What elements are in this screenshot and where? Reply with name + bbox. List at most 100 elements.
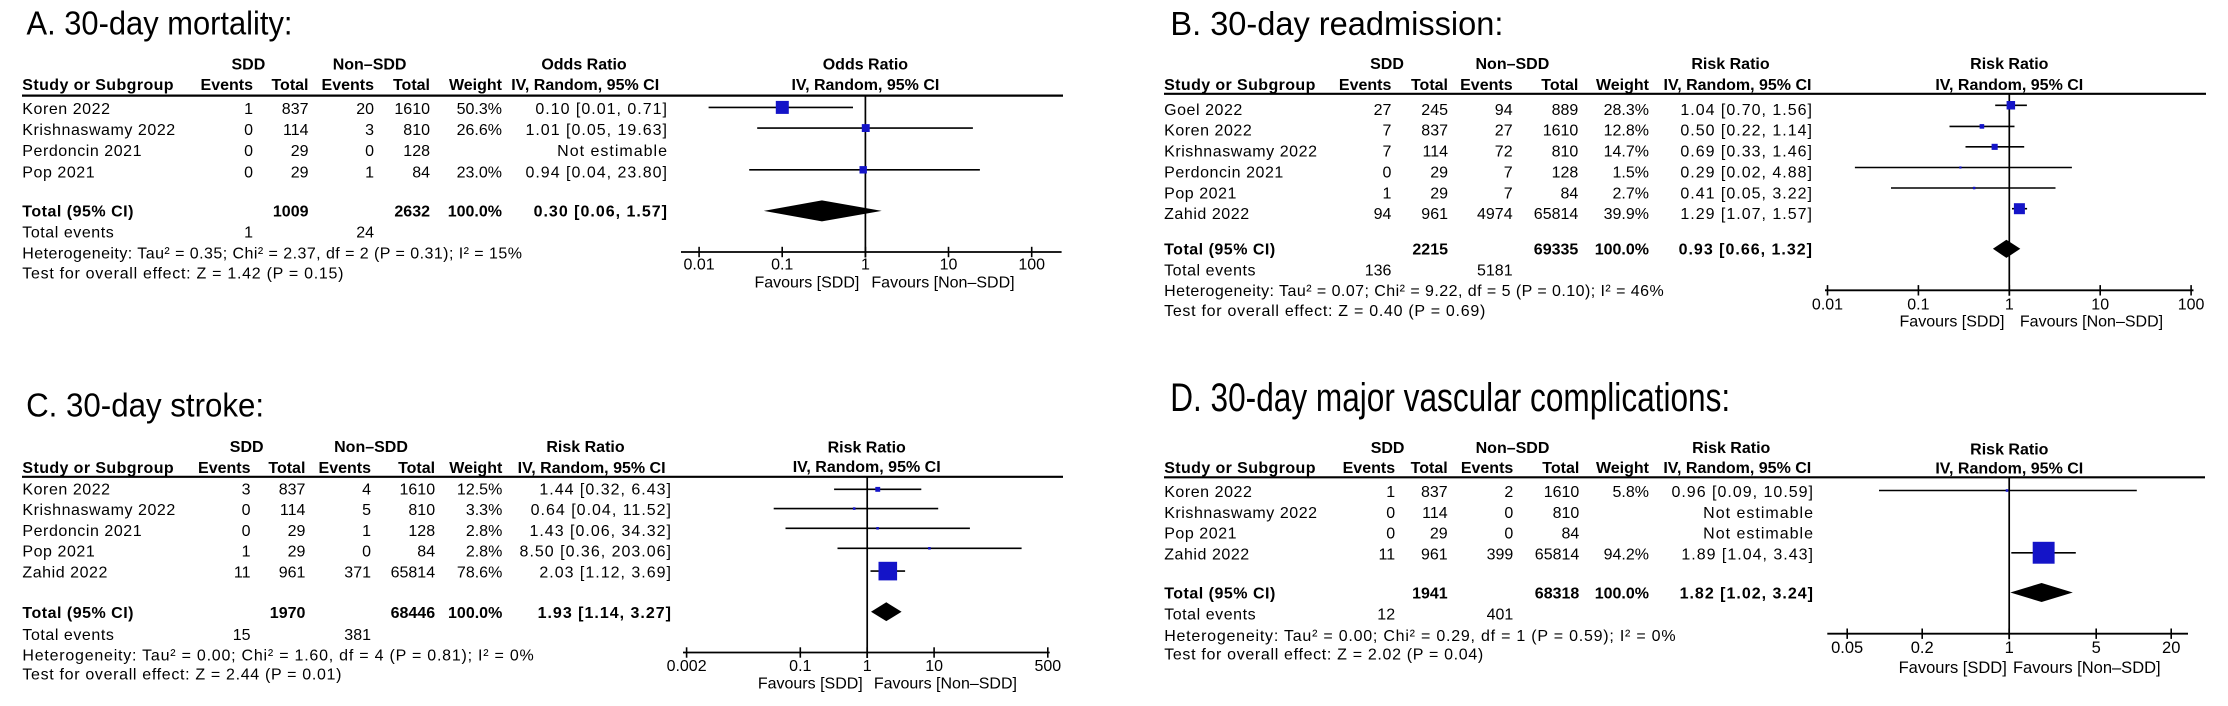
svg-text:961: 961 bbox=[279, 564, 306, 581]
svg-text:Total: Total bbox=[393, 77, 430, 94]
svg-text:Events: Events bbox=[1461, 460, 1514, 477]
svg-text:Events: Events bbox=[1339, 77, 1392, 94]
svg-text:1610: 1610 bbox=[1544, 484, 1580, 501]
svg-text:0: 0 bbox=[242, 523, 251, 540]
svg-text:11: 11 bbox=[1378, 546, 1395, 563]
svg-text:100.0%: 100.0% bbox=[448, 605, 502, 622]
svg-text:Heterogeneity: Tau² = 0.07; Ch: Heterogeneity: Tau² = 0.07; Chi² = 9.22,… bbox=[1164, 283, 1664, 300]
svg-text:7: 7 bbox=[1504, 185, 1513, 202]
svg-text:Krishnaswamy 2022: Krishnaswamy 2022 bbox=[1164, 505, 1317, 522]
svg-text:Total events: Total events bbox=[1164, 263, 1256, 280]
svg-text:100.0%: 100.0% bbox=[448, 204, 502, 221]
svg-text:2.7%: 2.7% bbox=[1613, 185, 1649, 202]
svg-text:1.5%: 1.5% bbox=[1613, 165, 1649, 182]
svg-text:Events: Events bbox=[198, 460, 251, 477]
svg-text:Pop 2021: Pop 2021 bbox=[1164, 185, 1237, 202]
svg-text:1: 1 bbox=[244, 101, 253, 118]
svg-text:14.7%: 14.7% bbox=[1604, 144, 1649, 161]
svg-text:15: 15 bbox=[233, 627, 251, 644]
svg-text:2.8%: 2.8% bbox=[466, 523, 502, 540]
svg-text:0.10 [0.01, 0.71]: 0.10 [0.01, 0.71] bbox=[535, 101, 668, 118]
svg-text:Test for overall effect: Z = 0: Test for overall effect: Z = 0.40 (P = 0… bbox=[1164, 303, 1486, 320]
svg-text:Risk Ratio: Risk Ratio bbox=[546, 439, 624, 456]
svg-text:0.30 [0.06, 1.57]: 0.30 [0.06, 1.57] bbox=[534, 204, 668, 221]
svg-text:0: 0 bbox=[1386, 526, 1395, 543]
svg-text:0.94 [0.04, 23.80]: 0.94 [0.04, 23.80] bbox=[525, 164, 668, 181]
svg-text:Heterogeneity: Tau² = 0.00; Ch: Heterogeneity: Tau² = 0.00; Chi² = 1.60,… bbox=[22, 647, 534, 664]
svg-text:5: 5 bbox=[2092, 639, 2101, 657]
svg-text:IV, Random, 95% CI: IV, Random, 95% CI bbox=[1663, 460, 1811, 477]
svg-text:Total: Total bbox=[1542, 460, 1579, 477]
svg-text:27: 27 bbox=[1374, 102, 1392, 119]
svg-text:29: 29 bbox=[1430, 165, 1448, 182]
svg-text:Zahid 2022: Zahid 2022 bbox=[1164, 206, 1250, 223]
svg-text:Test for overall effect: Z = 1: Test for overall effect: Z = 1.42 (P = 0… bbox=[22, 265, 344, 282]
svg-text:Zahid 2022: Zahid 2022 bbox=[22, 564, 108, 581]
svg-text:114: 114 bbox=[1422, 505, 1448, 522]
svg-text:5181: 5181 bbox=[1477, 263, 1513, 280]
svg-text:Odds Ratio: Odds Ratio bbox=[823, 56, 909, 73]
svg-text:381: 381 bbox=[344, 627, 371, 644]
svg-text:Perdoncin 2021: Perdoncin 2021 bbox=[1164, 165, 1284, 182]
svg-text:10: 10 bbox=[925, 658, 943, 675]
svg-text:1: 1 bbox=[362, 523, 371, 540]
svg-text:29: 29 bbox=[291, 143, 309, 160]
svg-text:2632: 2632 bbox=[394, 204, 430, 221]
svg-text:0: 0 bbox=[242, 502, 251, 519]
svg-text:128: 128 bbox=[1552, 165, 1579, 182]
svg-text:69335: 69335 bbox=[1534, 242, 1579, 259]
svg-text:2215: 2215 bbox=[1412, 242, 1448, 259]
svg-text:100: 100 bbox=[1018, 257, 1045, 274]
svg-text:Events: Events bbox=[322, 77, 375, 94]
svg-text:72: 72 bbox=[1495, 144, 1513, 161]
svg-text:B. 30-day readmission:: B. 30-day readmission: bbox=[1170, 5, 1503, 42]
svg-text:65814: 65814 bbox=[1534, 206, 1579, 223]
svg-text:1: 1 bbox=[242, 544, 251, 561]
svg-text:IV, Random, 95% CI: IV, Random, 95% CI bbox=[518, 460, 666, 477]
svg-text:Not estimable: Not estimable bbox=[1703, 526, 1814, 543]
svg-text:1.04 [0.70, 1.56]: 1.04 [0.70, 1.56] bbox=[1680, 102, 1813, 119]
svg-text:0: 0 bbox=[1504, 505, 1513, 522]
svg-text:12.8%: 12.8% bbox=[1604, 123, 1649, 140]
svg-text:0.96 [0.09, 10.59]: 0.96 [0.09, 10.59] bbox=[1671, 484, 1814, 501]
svg-text:1.82 [1.02, 3.24]: 1.82 [1.02, 3.24] bbox=[1680, 585, 1814, 602]
svg-text:68446: 68446 bbox=[391, 605, 436, 622]
svg-text:94: 94 bbox=[1374, 206, 1392, 223]
svg-text:A. 30-day mortality:: A. 30-day mortality: bbox=[27, 5, 293, 42]
svg-text:D. 30-day major vascular compl: D. 30-day major vascular complications: bbox=[1170, 376, 1730, 420]
svg-text:Risk Ratio: Risk Ratio bbox=[1970, 441, 2048, 458]
svg-text:Study or Subgroup: Study or Subgroup bbox=[1164, 460, 1316, 477]
svg-text:0: 0 bbox=[1382, 165, 1391, 182]
svg-text:Non–SDD: Non–SDD bbox=[1476, 56, 1550, 73]
svg-text:Non–SDD: Non–SDD bbox=[334, 439, 408, 456]
svg-text:12: 12 bbox=[1377, 607, 1395, 624]
svg-text:0.29 [0.02, 4.88]: 0.29 [0.02, 4.88] bbox=[1680, 165, 1813, 182]
svg-text:837: 837 bbox=[1421, 123, 1448, 140]
svg-text:84: 84 bbox=[417, 544, 435, 561]
svg-text:0.50 [0.22, 1.14]: 0.50 [0.22, 1.14] bbox=[1680, 123, 1813, 140]
svg-text:961: 961 bbox=[1421, 206, 1448, 223]
svg-text:84: 84 bbox=[412, 164, 430, 181]
svg-text:Study or Subgroup: Study or Subgroup bbox=[1164, 77, 1316, 94]
svg-text:SDD: SDD bbox=[230, 439, 264, 456]
svg-text:Koren 2022: Koren 2022 bbox=[1164, 123, 1252, 140]
svg-text:0.93 [0.66, 1.32]: 0.93 [0.66, 1.32] bbox=[1679, 242, 1813, 259]
svg-text:IV, Random, 95% CI: IV, Random, 95% CI bbox=[791, 77, 939, 94]
svg-text:500: 500 bbox=[1034, 658, 1061, 675]
svg-text:20: 20 bbox=[356, 101, 374, 118]
svg-text:Favours [SDD]: Favours [SDD] bbox=[1899, 659, 2007, 677]
svg-text:SDD: SDD bbox=[1371, 440, 1405, 457]
svg-text:29: 29 bbox=[1430, 526, 1448, 543]
svg-text:1970: 1970 bbox=[270, 605, 306, 622]
svg-text:Heterogeneity: Tau² = 0.35; Ch: Heterogeneity: Tau² = 0.35; Chi² = 2.37,… bbox=[22, 246, 522, 263]
svg-text:1610: 1610 bbox=[1543, 123, 1579, 140]
svg-text:1: 1 bbox=[2005, 297, 2014, 314]
svg-text:94.2%: 94.2% bbox=[1604, 546, 1649, 563]
svg-text:Weight: Weight bbox=[1596, 460, 1650, 477]
svg-text:0: 0 bbox=[1386, 505, 1395, 522]
svg-text:Favours [SDD]: Favours [SDD] bbox=[1900, 314, 2005, 331]
svg-text:Koren 2022: Koren 2022 bbox=[1164, 484, 1252, 501]
svg-text:1610: 1610 bbox=[400, 482, 436, 499]
svg-text:7: 7 bbox=[1504, 165, 1513, 182]
svg-text:Total: Total bbox=[1541, 77, 1578, 94]
